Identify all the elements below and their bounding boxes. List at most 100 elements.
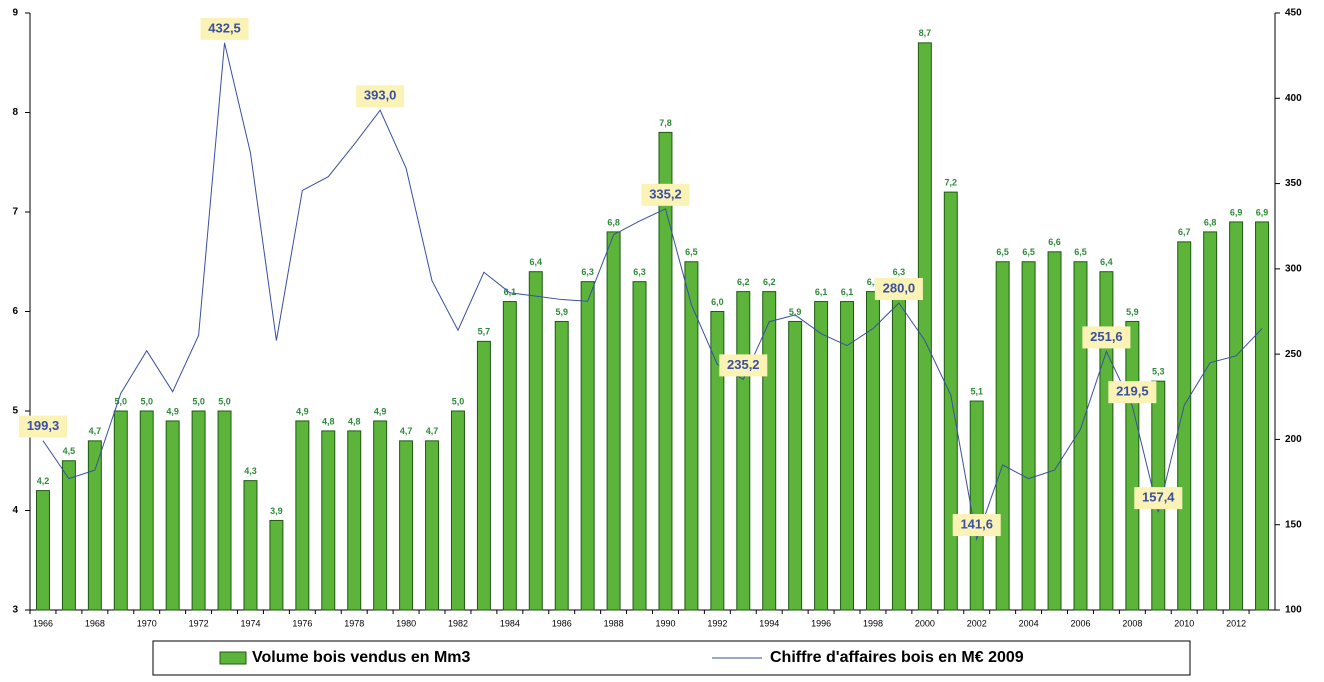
bar-value-label: 5,7 xyxy=(478,327,491,337)
bar-value-label: 4,3 xyxy=(244,466,257,476)
bar xyxy=(788,320,803,611)
bar xyxy=(1125,320,1140,611)
bar xyxy=(814,301,829,611)
x-tick-label: 1972 xyxy=(189,618,209,628)
label-box xyxy=(952,514,1001,537)
x-tick-label: 2006 xyxy=(1070,618,1090,628)
bar-value-label: 6,3 xyxy=(581,267,594,277)
bar-value-label: 6,8 xyxy=(607,217,620,227)
bar xyxy=(917,42,932,611)
y2-tick-label: 100 xyxy=(1285,605,1302,616)
bar-value-label: 5,9 xyxy=(555,307,568,317)
x-tick-label: 1984 xyxy=(500,618,520,628)
x-tick-label: 1978 xyxy=(344,618,364,628)
bar xyxy=(1177,241,1192,611)
bar-value-label: 6,1 xyxy=(504,287,517,297)
bar-value-label: 7,2 xyxy=(945,177,958,187)
bar-value-label: 4,9 xyxy=(374,406,387,416)
y2-tick-label: 300 xyxy=(1285,263,1302,274)
label-box xyxy=(1134,487,1183,510)
y2-tick-label: 400 xyxy=(1285,93,1302,104)
bar-value-label: 6,2 xyxy=(763,277,776,287)
bar-value-label: 7,8 xyxy=(659,118,672,128)
bar-value-label: 5,0 xyxy=(140,396,153,406)
bar xyxy=(35,490,50,611)
bar xyxy=(840,301,855,611)
bar-value-label: 3,9 xyxy=(270,506,283,516)
bar xyxy=(1203,231,1218,611)
x-tick-label: 1992 xyxy=(707,618,727,628)
bar-value-label: 6,5 xyxy=(996,247,1009,257)
legend-box xyxy=(152,640,1191,676)
x-tick-label: 1968 xyxy=(85,618,105,628)
bar-value-label: 6,9 xyxy=(1230,207,1243,217)
y-tick-label: 7 xyxy=(12,207,18,218)
x-tick-label: 1966 xyxy=(33,618,53,628)
bar xyxy=(762,291,777,611)
y2-tick-label: 150 xyxy=(1285,519,1302,530)
bar-value-label: 8,7 xyxy=(919,28,932,38)
bar xyxy=(736,291,751,611)
bar xyxy=(139,410,154,611)
line-value-label: 157,4 xyxy=(1142,490,1175,505)
y2-tick-label: 450 xyxy=(1285,8,1302,19)
bar xyxy=(580,281,595,611)
line-value-label: 251,6 xyxy=(1090,329,1123,344)
line-value-label: 393,0 xyxy=(364,88,397,103)
bar xyxy=(165,420,180,611)
y-tick-label: 5 xyxy=(12,406,18,417)
label-box xyxy=(200,17,249,40)
x-tick-label: 1974 xyxy=(240,618,260,628)
bar xyxy=(191,410,206,611)
bar xyxy=(243,480,258,611)
label-box xyxy=(874,277,923,300)
bar-value-label: 6,6 xyxy=(1048,237,1061,247)
bar-value-label: 5,3 xyxy=(1152,367,1165,377)
bar-value-label: 4,8 xyxy=(322,416,335,426)
bar xyxy=(399,440,414,611)
bar-value-label: 6,2 xyxy=(867,277,880,287)
x-tick-label: 1998 xyxy=(863,618,883,628)
bar xyxy=(321,430,336,611)
line-value-label: 141,6 xyxy=(960,516,993,531)
bar-value-label: 5,0 xyxy=(115,396,128,406)
bar xyxy=(425,440,440,611)
bar-value-label: 4,8 xyxy=(348,416,361,426)
bar-value-label: 6,0 xyxy=(711,297,724,307)
bar-value-label: 6,4 xyxy=(530,257,543,267)
label-box xyxy=(1108,381,1157,404)
bar-value-label: 6,5 xyxy=(1022,247,1035,257)
label-box xyxy=(641,183,690,206)
x-tick-label: 2002 xyxy=(967,618,987,628)
y2-tick-label: 350 xyxy=(1285,178,1302,189)
bar xyxy=(969,400,984,611)
bar xyxy=(606,231,621,611)
label-box xyxy=(719,354,768,377)
x-tick-label: 1982 xyxy=(448,618,468,628)
x-tick-label: 1994 xyxy=(759,618,779,628)
x-tick-label: 2000 xyxy=(915,618,935,628)
legend-label: Volume bois vendus en Mm3 xyxy=(252,649,471,666)
bar xyxy=(995,261,1010,611)
x-tick-label: 2008 xyxy=(1122,618,1142,628)
label-box xyxy=(1082,326,1131,349)
y-tick-label: 3 xyxy=(12,605,18,616)
bar xyxy=(373,420,388,611)
bar-value-label: 6,9 xyxy=(1256,207,1269,217)
bar xyxy=(1229,221,1244,611)
bar xyxy=(528,271,543,611)
bar-value-label: 5,9 xyxy=(789,307,802,317)
label-box xyxy=(356,85,405,108)
legend-label: Chiffre d'affaires bois en M€ 2009 xyxy=(770,649,1024,666)
bar-value-label: 5,0 xyxy=(452,396,465,406)
bar-value-label: 4,2 xyxy=(37,476,50,486)
bar-value-label: 5,0 xyxy=(218,396,231,406)
bar-value-label: 4,9 xyxy=(296,406,309,416)
line-value-label: 235,2 xyxy=(727,357,760,372)
legend-swatch xyxy=(219,651,247,665)
y2-tick-label: 200 xyxy=(1285,434,1302,445)
x-tick-label: 1996 xyxy=(811,618,831,628)
line-value-label: 219,5 xyxy=(1116,384,1149,399)
bar-value-label: 6,1 xyxy=(815,287,828,297)
